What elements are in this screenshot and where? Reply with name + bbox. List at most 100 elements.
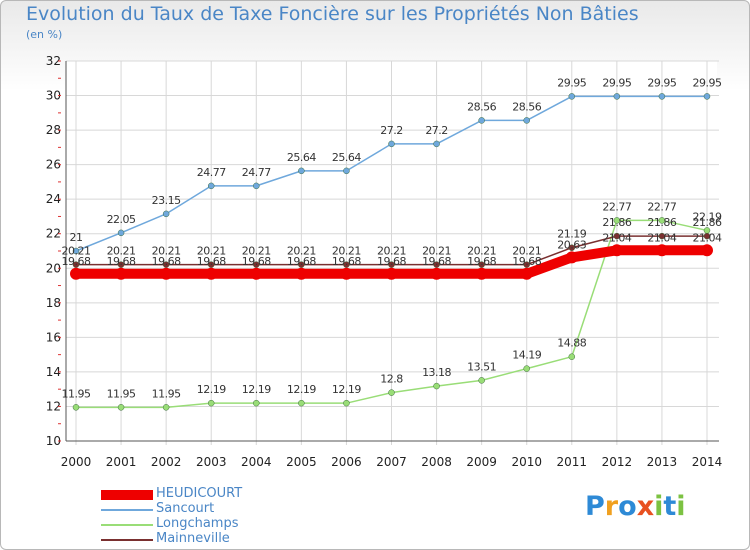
data-label: 20.21 bbox=[107, 245, 136, 258]
y-tick-label: 24 bbox=[46, 192, 61, 206]
legend-swatch bbox=[101, 490, 153, 500]
data-point bbox=[523, 261, 530, 268]
data-point bbox=[613, 217, 621, 224]
data-label: 29.95 bbox=[693, 76, 722, 89]
data-label: 20.21 bbox=[287, 245, 316, 258]
data-label: 11.95 bbox=[152, 387, 181, 400]
data-point bbox=[343, 399, 350, 407]
data-label: 13.18 bbox=[422, 366, 451, 379]
data-point bbox=[655, 244, 668, 257]
data-label: 19.68 bbox=[242, 255, 271, 268]
data-point bbox=[160, 267, 173, 280]
data-point bbox=[703, 93, 711, 100]
data-point bbox=[207, 182, 215, 190]
data-point bbox=[703, 232, 711, 240]
data-point bbox=[701, 244, 713, 257]
x-tick-label: 2000 bbox=[61, 455, 92, 469]
logo-letter: r bbox=[604, 491, 619, 522]
data-point bbox=[523, 365, 530, 372]
data-point bbox=[117, 404, 125, 411]
data-point bbox=[433, 261, 440, 268]
y-tick-label: 32 bbox=[46, 54, 61, 68]
data-point bbox=[433, 140, 440, 148]
data-point bbox=[568, 353, 576, 360]
data-point bbox=[70, 267, 82, 280]
data-label: 19.68 bbox=[197, 255, 226, 268]
data-label: 12.8 bbox=[380, 373, 403, 386]
data-label: 21.04 bbox=[602, 231, 631, 244]
legend-swatch bbox=[101, 524, 153, 526]
data-point bbox=[523, 117, 530, 124]
data-label: 19.68 bbox=[152, 255, 181, 268]
data-point bbox=[253, 182, 260, 190]
data-point bbox=[298, 261, 305, 268]
y-tick-label: 20 bbox=[46, 261, 61, 275]
data-point bbox=[658, 217, 666, 224]
data-point bbox=[115, 267, 128, 280]
data-label: 22.19 bbox=[693, 210, 722, 223]
data-label: 12.19 bbox=[287, 383, 316, 396]
data-label: 22.05 bbox=[107, 213, 136, 226]
y-tick-label: 22 bbox=[46, 227, 61, 241]
data-point bbox=[207, 399, 215, 407]
y-tick-label: 18 bbox=[46, 296, 61, 310]
data-label: 21.04 bbox=[693, 231, 722, 244]
x-tick-label: 2004 bbox=[241, 455, 272, 469]
data-label: 12.19 bbox=[242, 383, 271, 396]
data-label: 14.19 bbox=[512, 349, 541, 362]
legend-label: HEUDICOURT bbox=[156, 486, 243, 501]
data-point bbox=[162, 210, 170, 218]
data-point bbox=[658, 232, 666, 240]
data-label: 19.68 bbox=[332, 255, 361, 268]
data-label: 29.95 bbox=[557, 76, 586, 89]
x-tick-label: 2013 bbox=[647, 455, 678, 469]
data-point bbox=[388, 261, 395, 268]
data-point bbox=[205, 267, 218, 280]
data-point bbox=[117, 261, 125, 268]
chart-title: Evolution du Taux de Taxe Foncière sur l… bbox=[26, 3, 639, 25]
data-point bbox=[388, 140, 395, 148]
data-point bbox=[568, 244, 576, 251]
data-point bbox=[478, 261, 485, 268]
data-point bbox=[295, 267, 308, 280]
data-label: 24.77 bbox=[242, 166, 271, 179]
data-label: 22.77 bbox=[647, 200, 676, 213]
legend-swatch bbox=[101, 539, 153, 541]
y-tick-label: 10 bbox=[46, 434, 61, 448]
data-label: 21.86 bbox=[693, 216, 722, 229]
data-label: 20.21 bbox=[152, 245, 181, 258]
data-label: 19.68 bbox=[107, 255, 136, 268]
data-label: 21.19 bbox=[557, 228, 586, 241]
data-point bbox=[478, 117, 485, 124]
logo-letter: t bbox=[663, 491, 677, 522]
chart-subtitle: (en %) bbox=[26, 28, 63, 41]
data-label: 11.95 bbox=[107, 387, 136, 400]
data-label: 14.88 bbox=[557, 337, 586, 350]
data-label: 28.56 bbox=[467, 100, 496, 113]
legend-label: Sancourt bbox=[156, 501, 215, 516]
proxiti-logo: Proxiti bbox=[585, 491, 686, 522]
x-tick-label: 2007 bbox=[376, 455, 407, 469]
data-point bbox=[117, 229, 125, 237]
data-point bbox=[72, 404, 80, 411]
data-label: 20.21 bbox=[197, 245, 226, 258]
data-point bbox=[72, 247, 80, 255]
data-label: 20.21 bbox=[62, 245, 91, 258]
x-tick-label: 2010 bbox=[511, 455, 542, 469]
data-point bbox=[385, 267, 398, 280]
data-label: 20.63 bbox=[557, 238, 586, 251]
data-label: 20.21 bbox=[377, 245, 406, 258]
logo-letter: o bbox=[618, 491, 637, 522]
data-point bbox=[298, 167, 305, 175]
data-label: 13.51 bbox=[467, 360, 496, 373]
legend-label: Mainneville bbox=[156, 531, 230, 546]
data-label: 20.21 bbox=[512, 245, 541, 258]
y-tick-label: 12 bbox=[46, 399, 61, 413]
y-tick-label: 30 bbox=[46, 89, 61, 103]
data-label: 29.95 bbox=[602, 76, 631, 89]
data-label: 23.15 bbox=[152, 194, 181, 207]
legend-label: Longchamps bbox=[156, 516, 239, 531]
data-point bbox=[162, 261, 170, 268]
x-tick-label: 2002 bbox=[151, 455, 182, 469]
